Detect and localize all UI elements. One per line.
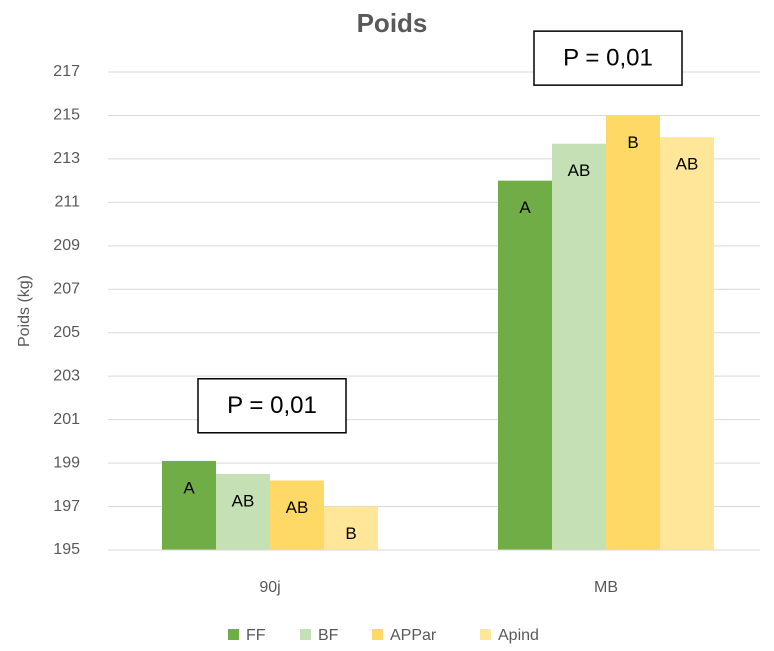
- y-tick-label: 209: [53, 237, 80, 254]
- x-tick-label: MB: [594, 579, 618, 596]
- y-tick-label: 199: [53, 454, 80, 471]
- legend-label: BF: [318, 627, 339, 644]
- y-tick-label: 201: [53, 411, 80, 428]
- y-tick-label: 197: [53, 498, 80, 515]
- legend-label: Apind: [498, 627, 539, 644]
- y-tick-label: 207: [53, 280, 80, 297]
- bar: [324, 506, 378, 550]
- annotation-box: [533, 30, 683, 86]
- y-tick-label: 203: [53, 367, 80, 384]
- legend-label: APPar: [390, 627, 437, 644]
- data-label: A: [519, 198, 531, 217]
- chart-title: Poids: [357, 8, 428, 38]
- data-label: AB: [232, 491, 255, 510]
- y-tick-label: 215: [53, 107, 80, 124]
- x-tick-label: 90j: [259, 579, 280, 596]
- y-tick-label: 213: [53, 150, 80, 167]
- y-axis-label: Poids (kg): [16, 275, 33, 347]
- data-label: B: [345, 524, 356, 543]
- annotation: P = 0,01: [563, 44, 653, 71]
- bar: [606, 115, 660, 551]
- bar: [552, 143, 606, 550]
- data-label: AB: [286, 498, 309, 517]
- bar: [660, 137, 714, 550]
- y-tick-label: 217: [53, 63, 80, 80]
- legend-swatch: [480, 629, 491, 640]
- data-label: A: [183, 478, 195, 497]
- y-tick-label: 205: [53, 324, 80, 341]
- y-tick-label: 211: [54, 194, 80, 211]
- annotation: P = 0,01: [227, 392, 317, 419]
- bar: [216, 473, 270, 550]
- data-label: B: [627, 133, 638, 152]
- legend-label: FF: [246, 627, 266, 644]
- y-tick-label: 195: [53, 541, 80, 558]
- bar: [270, 480, 324, 550]
- legend-swatch: [228, 629, 239, 640]
- annotation-box: [197, 378, 347, 434]
- legend-swatch: [300, 629, 311, 640]
- data-label: AB: [568, 161, 591, 180]
- data-label: AB: [676, 155, 699, 174]
- bar: [498, 180, 552, 551]
- legend-swatch: [372, 629, 383, 640]
- bar: [162, 460, 216, 550]
